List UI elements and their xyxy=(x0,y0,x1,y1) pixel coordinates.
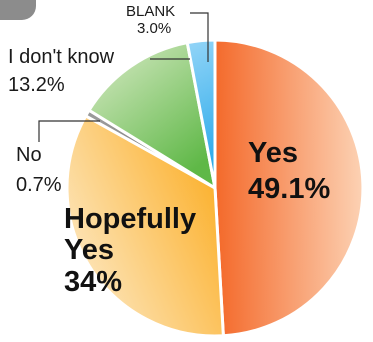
value-blank: 3.0% xyxy=(137,20,171,37)
leader-line-no xyxy=(38,120,100,142)
label-hopefully-line2: Yes xyxy=(64,234,114,266)
value-idk: 13.2% xyxy=(8,74,65,96)
value-yes: 49.1% xyxy=(248,173,330,205)
label-blank: BLANK xyxy=(126,3,175,20)
pie-slices xyxy=(65,38,365,338)
pie-slice-blank xyxy=(185,38,217,190)
label-idk: I don't know xyxy=(8,46,115,68)
value-no: 0.7% xyxy=(16,174,62,196)
pie-slice-i-don-t-know xyxy=(87,41,217,190)
leader-line-blank xyxy=(190,12,209,62)
label-yes: Yes xyxy=(248,137,298,169)
value-hopefully: 34% xyxy=(64,266,122,298)
label-no: No xyxy=(16,144,42,166)
corner-tab-decoration xyxy=(0,0,36,20)
pie-slice-yes xyxy=(213,38,365,338)
label-hopefully-line1: Hopefully xyxy=(64,203,196,235)
